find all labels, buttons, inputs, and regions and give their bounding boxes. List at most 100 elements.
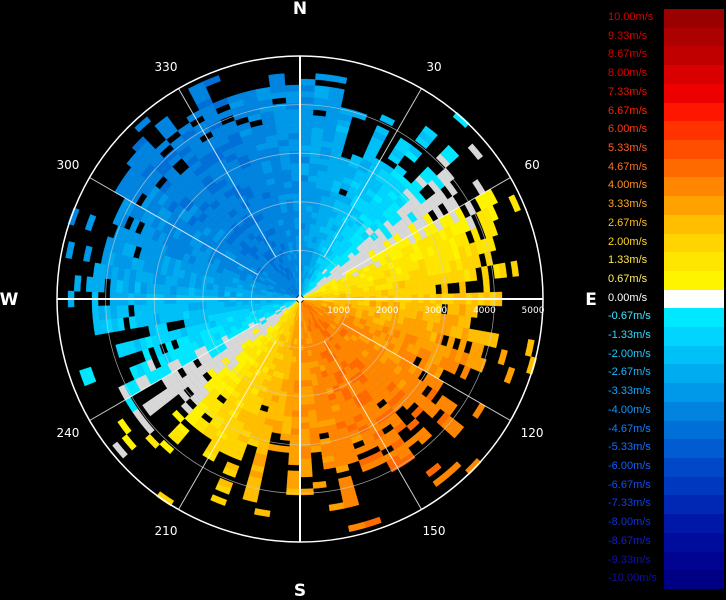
velocity-gate: [363, 291, 371, 297]
velocity-gate: [487, 220, 499, 237]
velocity-gate: [211, 289, 219, 297]
velocity-gate: [163, 284, 171, 295]
velocity-gate: [307, 403, 316, 411]
colorbar-level: 9.33m/s: [608, 27, 724, 47]
velocity-gate: [305, 211, 313, 219]
colorbar-swatch: [664, 65, 724, 85]
velocity-gate: [212, 97, 230, 110]
velocity-gate: [444, 461, 462, 478]
velocity-gate: [308, 175, 318, 183]
velocity-gate: [486, 236, 497, 252]
velocity-gate: [286, 205, 295, 213]
colorbar-label: -6.67m/s: [608, 478, 651, 491]
velocity-gate: [299, 132, 312, 140]
velocity-gate: [299, 138, 312, 146]
velocity-gate: [187, 287, 195, 296]
velocity-gate: [328, 502, 345, 512]
colorbar-level: -4.67m/s: [608, 420, 724, 440]
velocity-gate: [211, 301, 219, 309]
colorbar-label: 9.33m/s: [608, 29, 648, 42]
cardinal-label-s: S: [294, 581, 306, 600]
velocity-gate: [283, 223, 291, 231]
velocity-gate: [291, 410, 301, 418]
velocity-gate: [288, 458, 301, 466]
velocity-gate: [464, 304, 473, 318]
velocity-gate: [288, 452, 301, 460]
velocity-gate: [280, 163, 292, 171]
velocity-gate: [374, 284, 382, 292]
velocity-gate: [281, 169, 292, 177]
velocity-gate: [267, 443, 280, 452]
colorbar-swatch: [664, 420, 724, 440]
velocity-gate: [308, 421, 319, 429]
velocity-gate: [284, 403, 293, 411]
colorbar-swatch: [664, 139, 724, 160]
velocity-gate: [280, 157, 291, 165]
velocity-gate: [405, 302, 413, 311]
velocity-gate: [85, 276, 94, 292]
colorbar-label: 4.67m/s: [608, 160, 648, 173]
velocity-gate: [288, 216, 295, 224]
colorbar-label: -0.67m/s: [608, 310, 651, 323]
velocity-gate: [171, 409, 185, 424]
velocity-gate: [286, 108, 301, 116]
colorbar-level: 3.33m/s: [608, 196, 724, 216]
colorbar-level: -7.33m/s: [608, 495, 724, 515]
colorbar-swatch: [664, 233, 724, 253]
velocity-gate: [452, 304, 461, 316]
velocity-gate: [286, 482, 301, 490]
azimuth-spoke: [178, 88, 277, 258]
colorbar-level: -10.00m/s: [608, 570, 724, 590]
velocity-gate: [283, 409, 293, 417]
velocity-gate: [299, 144, 311, 152]
colorbar-label: -10.00m/s: [608, 572, 657, 585]
velocity-gate: [375, 290, 383, 297]
velocity-gate: [299, 126, 313, 134]
colorbar-level: -1.33m/s: [608, 327, 724, 347]
azimuth-spoke: [323, 340, 422, 510]
velocity-gate: [417, 285, 425, 296]
colorbar-swatch: [664, 158, 724, 178]
colorbar-level: -9.33m/s: [608, 551, 724, 571]
velocity-gate: [299, 404, 309, 412]
velocity-gate: [379, 114, 396, 127]
velocity-gate: [393, 164, 407, 177]
velocity-gate: [446, 303, 455, 316]
velocity-gate: [482, 278, 491, 293]
colorbar-level: 7.33m/s: [608, 83, 724, 104]
velocity-gate: [309, 367, 317, 375]
velocity-gate: [145, 303, 154, 316]
velocity-gate: [299, 186, 309, 194]
velocity-gate: [288, 132, 301, 140]
velocity-gate: [285, 397, 294, 405]
velocity-gate: [469, 267, 478, 282]
velocity-gate: [299, 434, 311, 442]
velocity-gate: [299, 180, 309, 188]
velocity-gate: [356, 287, 364, 294]
velocity-gate: [299, 150, 311, 158]
colorbar-swatch: [664, 476, 724, 496]
colorbar-label: -4.67m/s: [608, 422, 651, 435]
colorbar-label: 6.67m/s: [608, 104, 648, 117]
velocity-gate: [156, 491, 175, 507]
colorbar-swatch: [664, 102, 724, 122]
velocity-gate: [333, 294, 341, 299]
velocity-gate: [291, 180, 301, 188]
colorbar-label: 7.33m/s: [608, 85, 648, 98]
colorbar-swatch: [664, 177, 724, 197]
colorbar-swatch: [664, 9, 724, 29]
velocity-gate: [222, 466, 238, 478]
colorbar-label: 8.67m/s: [608, 48, 648, 61]
velocity-gate: [421, 125, 438, 140]
velocity-gate: [73, 275, 82, 292]
velocity-gate: [308, 415, 318, 423]
velocity-gate: [446, 336, 456, 349]
velocity-gate: [129, 365, 141, 380]
velocity-gate: [181, 286, 189, 296]
velocity-gate: [145, 282, 154, 295]
velocity-gate: [362, 286, 370, 293]
velocity-gate: [205, 288, 213, 297]
range-label: 2000: [376, 306, 399, 316]
velocity-gate: [259, 299, 267, 304]
velocity-gate: [84, 214, 97, 232]
